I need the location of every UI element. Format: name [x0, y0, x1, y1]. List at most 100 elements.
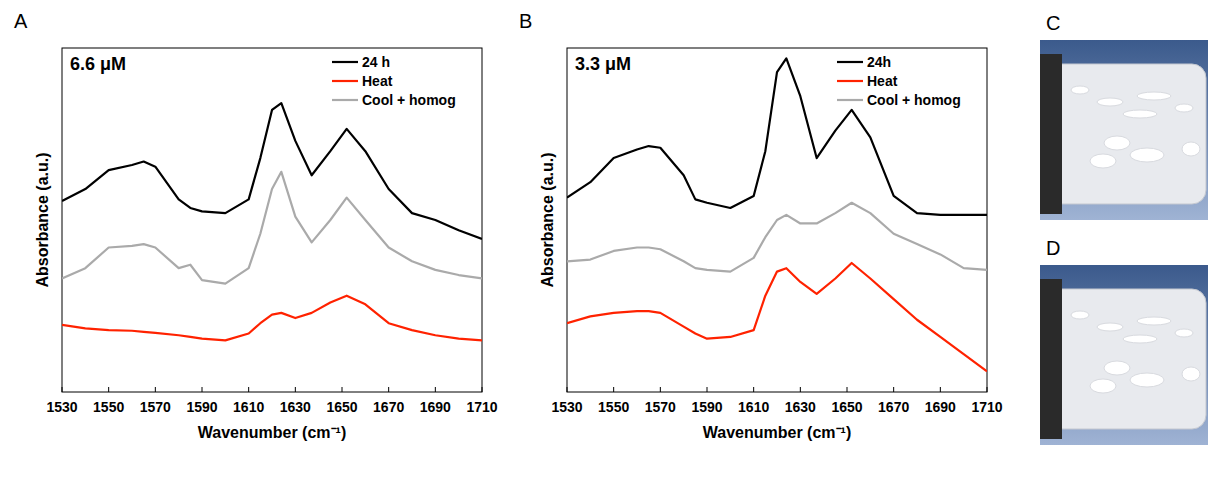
legend-label: 24h [867, 54, 891, 70]
gel-fragment [1130, 373, 1164, 387]
x-tick-label: 1530 [46, 399, 77, 415]
x-tick [108, 387, 109, 392]
x-tick-label: 1550 [598, 399, 629, 415]
vial-body [1042, 289, 1206, 429]
x-tick-label: 1610 [738, 399, 769, 415]
x-tick-label: 1650 [326, 399, 357, 415]
series-line [62, 103, 482, 239]
x-tick [987, 387, 988, 392]
legend-swatch [837, 61, 863, 63]
annotation: 6.6 μM [70, 54, 126, 74]
x-tick [800, 387, 801, 392]
series-group [567, 58, 987, 371]
x-tick [62, 387, 63, 392]
x-tick [660, 387, 661, 392]
plot-frame [567, 48, 987, 392]
x-tick [482, 387, 483, 392]
x-tick [613, 387, 614, 392]
x-tick-label: 1690 [420, 399, 451, 415]
panel-label: D [1046, 237, 1060, 259]
x-tick [753, 387, 754, 392]
series-line [567, 203, 987, 272]
legend-label: 24 h [362, 54, 390, 70]
x-tick [388, 387, 389, 392]
gel-fragment [1175, 329, 1193, 337]
series-line [567, 58, 987, 215]
x-tick [295, 387, 296, 392]
annotation: 3.3 μM [575, 54, 631, 74]
gel-fragment [1097, 323, 1123, 331]
legend-swatch [332, 99, 358, 101]
legend-swatch [837, 99, 863, 101]
x-tick-label: 1590 [186, 399, 217, 415]
vial-cap [1040, 279, 1062, 439]
legend-swatch [332, 61, 358, 63]
x-tick [893, 387, 894, 392]
legend-label: Heat [867, 73, 898, 89]
x-tick [248, 387, 249, 392]
gel-fragment [1097, 98, 1123, 106]
panel-label: C [1046, 12, 1060, 34]
photo: C [1040, 12, 1208, 220]
x-tick [567, 387, 568, 392]
gel-fragment [1175, 104, 1193, 112]
x-tick [847, 387, 848, 392]
vial-body [1042, 64, 1206, 204]
y-axis-title: Absorbance (a.u.) [34, 152, 51, 287]
gel-fragment [1137, 92, 1171, 100]
panel: B 1530 1550 1570 1590 1610 1630 1650 1670 1690 171… [519, 10, 1003, 441]
panel-label: B [519, 10, 532, 32]
gel-fragment [1123, 110, 1157, 118]
x-tick-label: 1570 [140, 399, 171, 415]
x-tick-label: 1710 [466, 399, 497, 415]
plot-frame [62, 48, 482, 392]
gel-fragment [1123, 335, 1157, 343]
x-tick [342, 387, 343, 392]
x-tick [707, 387, 708, 392]
x-tick-label: 1630 [785, 399, 816, 415]
gel-fragment [1071, 311, 1089, 319]
x-tick-label: 1670 [373, 399, 404, 415]
x-axis-title: Wavenumber (cm⁻¹) [198, 424, 346, 441]
gel-fragment [1090, 379, 1116, 393]
legend-swatch [332, 80, 358, 82]
x-tick-label: 1670 [878, 399, 909, 415]
x-tick [435, 387, 436, 392]
x-tick-label: 1590 [691, 399, 722, 415]
figure: A 1530 1550 1570 1590 1610 1630 1650 1670 1690 171… [0, 0, 1224, 480]
vial-cap [1040, 54, 1062, 214]
photo: D [1040, 237, 1208, 445]
gel-fragment [1182, 142, 1200, 156]
gel-fragment [1130, 148, 1164, 162]
gel-fragment [1137, 317, 1171, 325]
x-tick [940, 387, 941, 392]
gel-fragment [1104, 136, 1130, 150]
panel: A 1530 1550 1570 1590 1610 1630 1650 1670 1690 171… [14, 10, 498, 441]
x-tick [202, 387, 203, 392]
series-line [62, 296, 482, 341]
series-group [62, 103, 482, 340]
gel-fragment [1090, 154, 1116, 168]
x-tick-label: 1690 [925, 399, 956, 415]
x-tick-label: 1570 [645, 399, 676, 415]
x-tick-label: 1530 [551, 399, 582, 415]
x-tick-label: 1630 [280, 399, 311, 415]
legend-label: Cool + homog [362, 92, 456, 108]
y-axis-title: Absorbance (a.u.) [539, 152, 556, 287]
x-tick-label: 1550 [93, 399, 124, 415]
legend-label: Cool + homog [867, 92, 961, 108]
legend-swatch [837, 80, 863, 82]
x-tick-label: 1710 [971, 399, 1002, 415]
series-line [567, 263, 987, 371]
x-tick-label: 1610 [233, 399, 264, 415]
x-tick [155, 387, 156, 392]
series-line [62, 172, 482, 284]
x-tick-label: 1650 [831, 399, 862, 415]
gel-fragment [1104, 361, 1130, 375]
x-axis-title: Wavenumber (cm⁻¹) [703, 424, 851, 441]
photo-background [1040, 40, 1208, 220]
gel-fragment [1071, 86, 1089, 94]
legend-label: Heat [362, 73, 393, 89]
photo-background [1040, 265, 1208, 445]
panel-label: A [14, 10, 28, 32]
